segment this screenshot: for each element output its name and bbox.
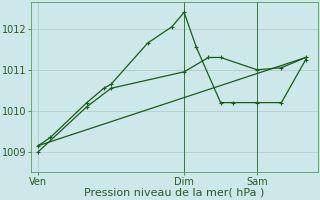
X-axis label: Pression niveau de la mer( hPa ): Pression niveau de la mer( hPa ) — [84, 188, 265, 198]
